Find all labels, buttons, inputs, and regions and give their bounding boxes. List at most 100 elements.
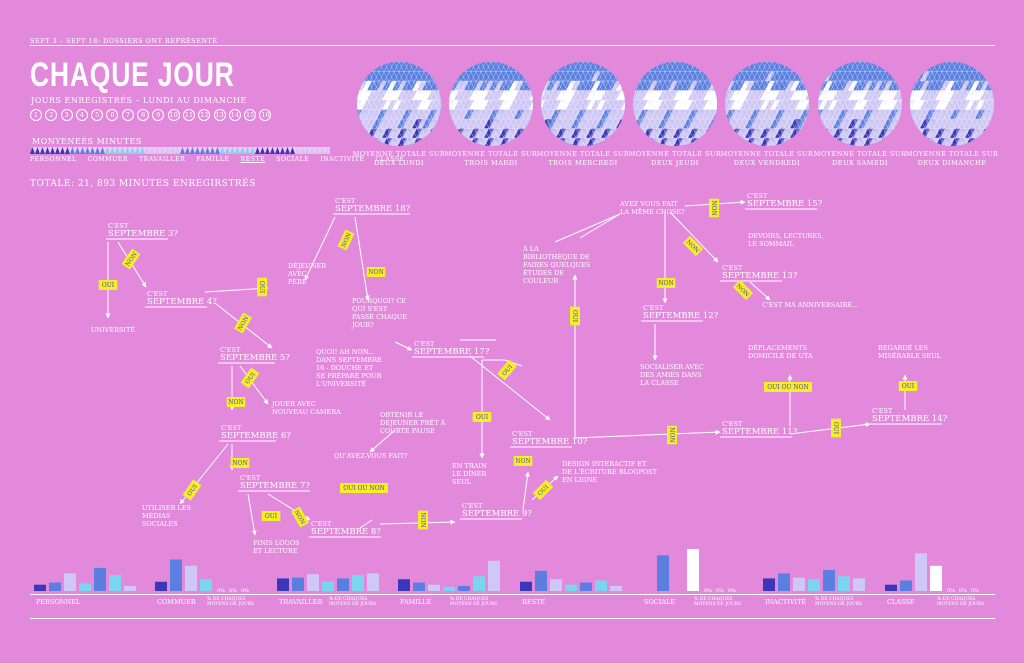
zero-label: 0% [728, 588, 736, 594]
bar-famille-1 [398, 579, 410, 591]
bar-reste-7 [610, 585, 622, 591]
bottom-category-famille: famille [400, 598, 432, 606]
day-3[interactable]: 3 [60, 109, 73, 121]
top-divider [30, 45, 995, 46]
svg-text:oui: oui [476, 414, 489, 421]
legend-triangle [230, 147, 235, 154]
day-12[interactable]: 12 [198, 109, 211, 121]
day-5[interactable]: 5 [91, 109, 104, 121]
legend-triangle [177, 147, 183, 154]
legend-triangle [252, 147, 258, 154]
legend-triangle [110, 147, 115, 154]
legend-triangle [200, 147, 205, 154]
legend-triangle [170, 147, 175, 154]
bar-reste-3 [550, 579, 562, 591]
day-6[interactable]: 6 [106, 109, 119, 121]
legend-triangle [135, 147, 140, 154]
legend-triangle [305, 147, 310, 154]
svg-text:non: non [232, 460, 247, 467]
legend-triangle [275, 147, 280, 154]
bar-travailler-7 [367, 573, 379, 591]
legend-triangle [142, 147, 148, 154]
legend-triangle [197, 147, 203, 154]
legend-triangle [32, 147, 38, 154]
day-4[interactable]: 4 [75, 109, 88, 121]
svg-text:oui: oui [571, 310, 578, 323]
day-selector: 1 2 3 4 5 6 7 8 9 10 11 12 13 14 15 16 [30, 109, 272, 121]
legend-triangle [210, 147, 215, 154]
legend-triangle [150, 147, 155, 154]
legend-triangle [52, 147, 58, 154]
day-7[interactable]: 7 [121, 109, 134, 121]
bar-personnel-3 [64, 573, 76, 591]
legend-triangle [190, 147, 195, 154]
legend-triangle [202, 147, 208, 154]
bar-inactivit-2 [778, 573, 790, 591]
label-quoi: quoi! ah non... dans septembre 16 - douche… [316, 348, 383, 388]
legend-triangle [282, 147, 288, 154]
day-13[interactable]: 13 [213, 109, 226, 121]
legend-triangle [72, 147, 78, 154]
legend-triangle [35, 147, 40, 154]
legend-triangle [140, 147, 145, 154]
svg-text:oui ou non: oui ou non [767, 384, 809, 391]
legend-sociale: sociale [276, 156, 310, 163]
day-2[interactable]: 2 [45, 109, 58, 121]
tag-ouiounon-1: oui ou non [340, 483, 388, 493]
legend-triangle [37, 147, 43, 154]
day-circle-7 [910, 62, 994, 146]
legend-triangle [295, 147, 300, 154]
day-16[interactable]: 16 [259, 109, 272, 121]
top-label: sept 3 – sept 18: dossiers ont représent… [30, 37, 218, 45]
tag-oui-9: oui [570, 306, 580, 326]
legend-triangle [257, 147, 263, 154]
zero-label: 0% [229, 588, 237, 594]
bottom-category-commuer: commuer [157, 598, 196, 606]
legend-triangle [47, 147, 53, 154]
legend-triangle [245, 147, 250, 154]
day-10[interactable]: 10 [167, 109, 180, 121]
bar-travailler-5 [337, 578, 349, 591]
legend-triangle [100, 147, 105, 154]
legend-triangle [272, 147, 278, 154]
day-circle-6 [818, 62, 902, 146]
bar-famille-4 [443, 586, 455, 591]
legend-triangle [40, 147, 45, 154]
bar-famille-3 [428, 584, 440, 591]
day-circle-label-2: moyenne totale sur trois mardi [444, 150, 538, 167]
legend-triangle [42, 147, 48, 154]
legend-triangle [77, 147, 83, 154]
legend-triangle [320, 147, 325, 154]
legend-triangle [242, 147, 248, 154]
day-9[interactable]: 9 [152, 109, 165, 121]
tag-non-9: non [513, 456, 533, 466]
day-circle-label-5: moyenne totale sur deux vendredi [720, 150, 814, 167]
day-1[interactable]: 1 [30, 109, 42, 121]
legend-triangle [67, 147, 73, 154]
node-s5: c'est septembre 5? [220, 346, 290, 363]
day-circle-1 [357, 62, 441, 146]
tag-non-4: non [230, 458, 250, 468]
legend-triangle [160, 147, 165, 154]
bar-famille-5 [458, 585, 470, 591]
bar-famille-7 [488, 560, 500, 591]
day-circle-label-1: moyenne totale sur deux lundi [352, 150, 446, 167]
node-s10: c'est septembre 10? [512, 430, 588, 447]
day-8[interactable]: 8 [137, 109, 150, 121]
bar-personnel-4 [79, 583, 91, 591]
bar-travailler-6 [352, 575, 364, 591]
day-15[interactable]: 15 [244, 109, 257, 121]
node-s12: c'est septembre 12? [643, 304, 719, 321]
bar-personnel-6 [109, 575, 121, 591]
legend-triangle [262, 147, 268, 154]
day-11[interactable]: 11 [182, 109, 195, 121]
legend-triangle [92, 147, 98, 154]
tag-non-3: non [226, 397, 246, 407]
legend-travailler: travailler [138, 156, 186, 163]
legend-triangle [250, 147, 255, 154]
svg-text:non: non [658, 280, 673, 287]
day-14[interactable]: 14 [228, 109, 241, 121]
tag-non-6: non [418, 510, 428, 530]
legend-triangle [207, 147, 213, 154]
